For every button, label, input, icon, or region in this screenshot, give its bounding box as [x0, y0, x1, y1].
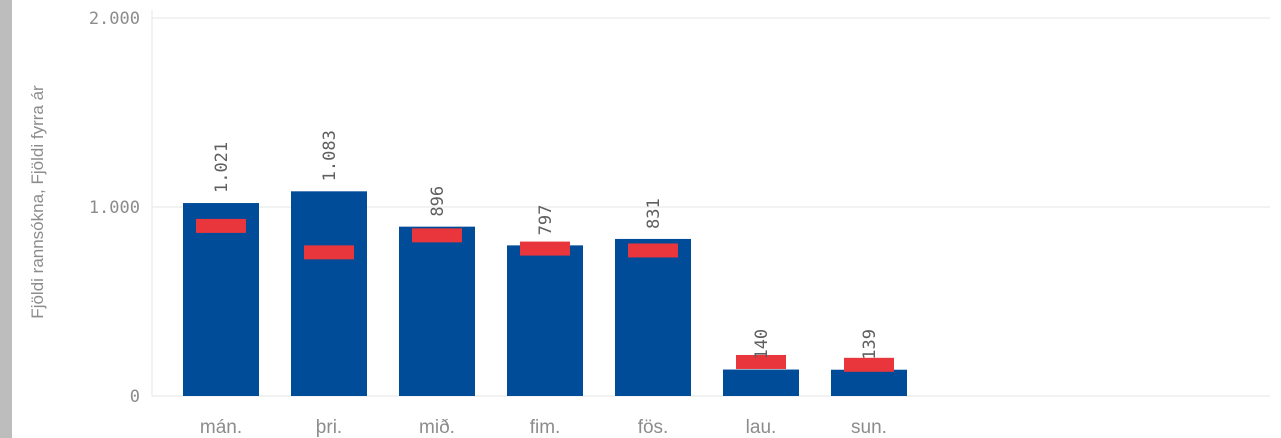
x-category-label: mán. [200, 417, 242, 438]
y-tick-label: 2.000 [89, 9, 140, 29]
y-tick-label: 0 [130, 387, 140, 407]
bar-value-label: 831 [644, 198, 664, 229]
bar-value-label: 139 [860, 329, 880, 360]
y-axis-title: Fjöldi rannsókna, Fjöldi fyrra ár [28, 85, 47, 319]
bar-value-label: 140 [752, 329, 772, 360]
x-category-label: sun. [851, 417, 887, 438]
bar-value-label: 896 [428, 186, 448, 217]
y-axis-ticks: 0 1.000 2.000 [89, 9, 140, 407]
previous-year-marker [304, 245, 354, 260]
bar [183, 203, 259, 396]
bar [507, 245, 583, 396]
left-edge-strip [0, 0, 12, 438]
previous-year-marker [736, 354, 786, 369]
x-category-label: fös. [638, 417, 669, 438]
bars [183, 191, 907, 396]
x-category-label: fim. [530, 417, 561, 438]
bar [723, 369, 799, 396]
x-category-label: þri. [316, 417, 342, 438]
previous-year-marker [196, 218, 246, 233]
bar-value-label: 797 [536, 205, 556, 236]
bar [399, 226, 475, 396]
bar-value-label: 1.021 [212, 142, 232, 193]
data-labels: 1.021 1.083 896 797 831 140 139 [212, 130, 880, 360]
previous-year-markers [196, 218, 894, 372]
x-category-label: mið. [419, 417, 455, 438]
bar-value-label: 1.083 [320, 130, 340, 181]
previous-year-marker [520, 241, 570, 256]
x-axis-categories: mán. þri. mið. fim. fös. lau. sun. [200, 417, 887, 438]
bar [291, 191, 367, 396]
previous-year-marker [628, 243, 678, 258]
bar [615, 238, 691, 396]
x-category-label: lau. [746, 417, 777, 438]
y-tick-label: 1.000 [89, 198, 140, 218]
previous-year-marker [412, 228, 462, 243]
bar [831, 369, 907, 396]
previous-year-marker [844, 357, 894, 372]
